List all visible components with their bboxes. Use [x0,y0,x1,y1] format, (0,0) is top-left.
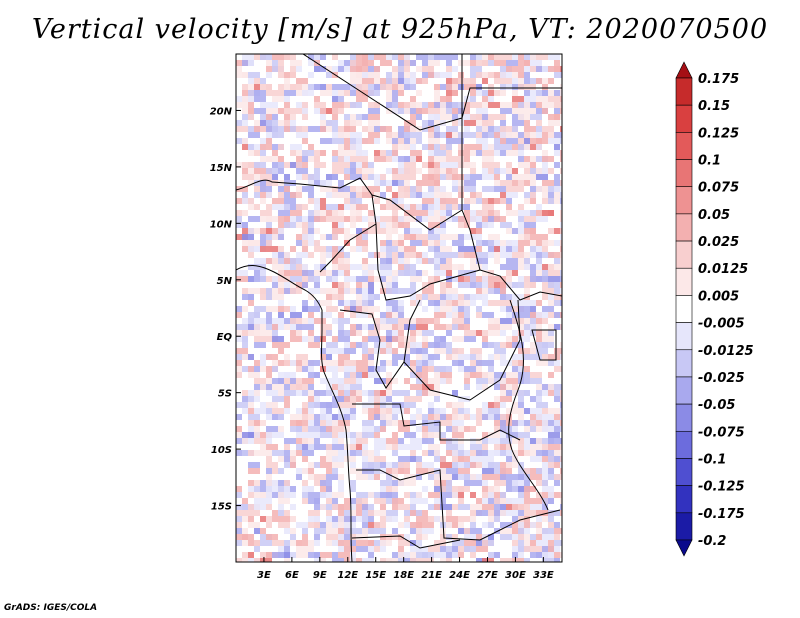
lat-tick-label: 5N [217,276,233,287]
colorbar-swatch [675,77,693,106]
colorbar-label: -0.1 [698,452,726,467]
colorbar-label: -0.0125 [698,344,754,359]
lon-tick-label: 9E [313,570,327,581]
colorbar-swatch [675,159,693,188]
colorbar-swatch [675,186,693,215]
lat-tick-label: 10N [210,219,233,230]
lon-tick-label: 21E [421,570,442,581]
colorbar-label: 0.1 [698,154,721,169]
colorbar-swatch [675,322,693,351]
map-frame [235,53,563,563]
country-borders [236,54,562,562]
colorbar-swatch [675,349,693,378]
colorbar-swatch [675,61,693,79]
colorbar-swatch [675,267,693,296]
colorbar-label: -0.2 [698,534,726,549]
lon-tick-label: 12E [337,570,358,581]
colorbar-label: -0.05 [698,398,735,413]
lat-tick-label: 20N [210,106,233,117]
colorbar-swatch [675,240,693,269]
velocity-field [236,54,562,562]
lat-tick-label: 15N [210,163,233,174]
colorbar-label: -0.075 [698,425,745,440]
plot-title: Vertical velocity [m/s] at 925hPa, VT: 2… [31,14,769,45]
colorbar-swatch [675,295,693,323]
colorbar-label: -0.005 [698,317,745,332]
colorbar-swatch [675,512,693,541]
lon-tick-label: 33E [533,570,554,581]
colorbar-label: 0.075 [698,181,739,196]
lat-tick-label: 10S [211,445,232,456]
colorbar-label: 0.05 [698,208,730,223]
colorbar-swatch [675,213,693,242]
colorbar-swatch [675,539,693,557]
colorbar-label: 0.005 [698,289,739,304]
colorbar: 0.175 0.15 0.125 0.1 0.075 0.05 0.025 0.0125 0.0… [675,61,754,557]
lon-tick-label: 24E [449,570,470,581]
colorbar-label: 0.0125 [698,262,748,277]
colorbar-label: 0.175 [698,72,739,87]
colorbar-label: -0.175 [698,507,745,522]
colorbar-label: 0.15 [698,99,730,114]
software-credit: GrADS: IGES/COLA [4,603,98,613]
colorbar-swatch [675,430,693,459]
colorbar-swatch [675,458,693,486]
lon-tick-label: 15E [365,570,386,581]
colorbar-swatch [675,132,693,160]
lon-tick-label: 30E [505,570,526,581]
lon-tick-label: 6E [285,570,299,581]
colorbar-swatch [675,403,693,432]
colorbar-label: 0.025 [698,235,739,250]
lon-tick-label: 18E [393,570,414,581]
colorbar-label: 0.125 [698,126,739,141]
colorbar-label: -0.125 [698,480,745,495]
colorbar-swatch [675,104,693,133]
colorbar-swatch [675,485,693,514]
colorbar-swatch [675,376,693,405]
colorbar-label: -0.025 [698,371,745,386]
lat-tick-label: 5S [218,389,232,400]
lon-tick-label: 3E [257,570,271,581]
lat-tick-label: EQ [217,332,233,343]
longitude-axis: 3E 6E 9E 12E 15E 18E 21E 24E 27E 30E 33E [257,557,554,581]
latitude-axis: 20N 15N 10N 5N EQ 5S 10S 15S [210,106,241,513]
lat-tick-label: 15S [211,502,232,513]
lon-tick-label: 27E [477,570,498,581]
